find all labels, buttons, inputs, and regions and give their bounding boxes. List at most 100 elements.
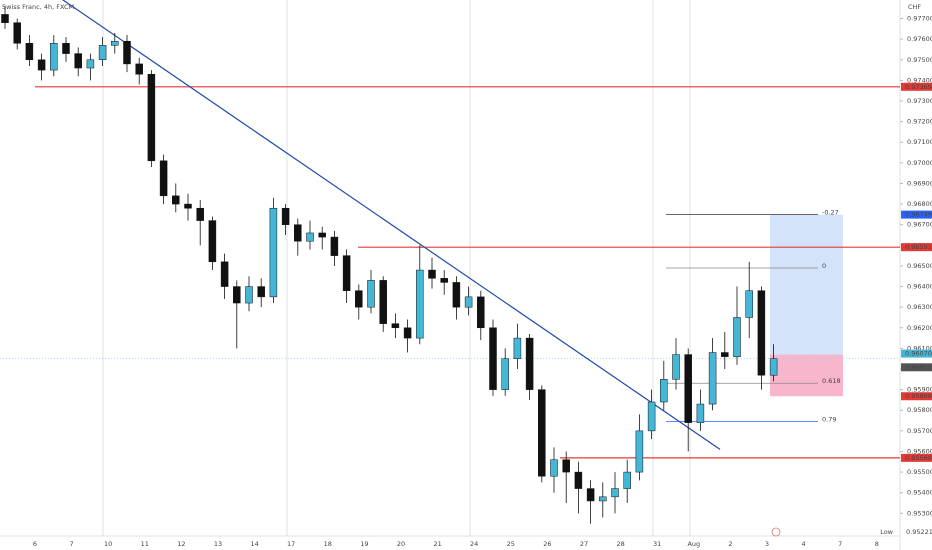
candle-body [245, 286, 253, 304]
candle-body [330, 236, 339, 256]
price-badge [901, 82, 932, 91]
candle-body [733, 317, 741, 357]
candle-body [428, 269, 436, 279]
candle-body [220, 261, 229, 287]
candle-body [208, 220, 217, 263]
x-tick-label: 24 [470, 540, 478, 548]
x-tick-label: 7 [70, 540, 74, 548]
candle-body [501, 358, 509, 390]
x-tick-label: 11 [141, 540, 149, 548]
y-tick-label: 0.97600 [907, 35, 932, 43]
price-badge [901, 363, 932, 372]
trendline [61, 0, 721, 450]
candle-body [111, 40, 119, 46]
x-tick-label: 19 [360, 540, 368, 548]
y-tick-label: 0.95300 [907, 509, 932, 517]
candle-body [611, 488, 619, 498]
price-badge-label: 0.96052 [905, 363, 932, 371]
price-badge [901, 453, 932, 462]
candle-body [74, 53, 82, 69]
candle-body [513, 337, 522, 359]
candle-body [416, 269, 424, 339]
y-tick-label: 0.95400 [907, 489, 932, 497]
x-tick-label: 17 [287, 540, 295, 548]
candle-body [294, 224, 302, 242]
event-icon[interactable] [771, 527, 781, 537]
y-tick-label: 0.96800 [907, 200, 932, 208]
x-tick-label: 10 [104, 540, 112, 548]
candle-body [477, 296, 485, 329]
candle-body [623, 471, 631, 489]
candle-body [281, 207, 290, 225]
y-tick-label: 0.96100 [907, 344, 932, 352]
candle-body [306, 232, 314, 242]
x-tick-label: 14 [250, 540, 258, 548]
y-tick-label: 0.95500 [907, 468, 932, 476]
x-tick-label: 3 [765, 540, 769, 548]
y-tick-label: 0.96200 [907, 324, 932, 332]
candle-body [403, 327, 412, 339]
candle-body [525, 337, 534, 390]
x-tick-label: 8 [875, 540, 879, 548]
candle-body [62, 43, 70, 54]
y-tick-label: 0.95700 [907, 427, 932, 435]
candle-body [184, 203, 192, 209]
price-badge [901, 392, 932, 401]
candle-body [147, 73, 156, 162]
x-tick-label: 4 [802, 540, 806, 548]
candle-body [696, 403, 705, 423]
low-label: Low [880, 528, 893, 536]
candle-body [684, 354, 692, 423]
candle-body [1, 14, 9, 23]
x-tick-label: 20 [397, 540, 405, 548]
candle-body [452, 282, 461, 308]
target-zone [770, 214, 843, 355]
y-tick-label: 0.96300 [907, 303, 932, 311]
x-tick-label: Aug [687, 540, 700, 548]
y-tick-label: 0.96700 [907, 221, 932, 229]
y-tick-label: 0.96500 [907, 262, 932, 270]
fib-label: -0.27 [822, 209, 839, 217]
price-badge [901, 210, 932, 219]
price-badge-label: 0.96070 [905, 350, 932, 358]
x-tick-label: 7 [838, 540, 842, 548]
x-tick-label: 21 [433, 540, 441, 548]
price-badge [901, 243, 932, 252]
stop-zone [770, 354, 843, 397]
candle-body [464, 296, 473, 308]
y-tick-label: 0.97200 [907, 118, 932, 126]
candle-body [86, 59, 95, 69]
candle-body [25, 43, 34, 61]
x-tick-label: 28 [616, 540, 624, 548]
y-tick-label: 0.96400 [907, 283, 932, 291]
candle-body [721, 352, 729, 357]
candle-body [635, 430, 644, 473]
candle-body [233, 286, 241, 304]
x-tick-label: 6 [33, 540, 37, 548]
price-badge-label: 0.95569 [905, 454, 932, 462]
candle-body [489, 327, 497, 390]
candle-body [391, 323, 400, 329]
fib-label: 0 [822, 262, 826, 270]
candle-body [672, 354, 680, 380]
candle-body [50, 43, 58, 71]
fib-label: 0.618 [822, 377, 841, 385]
candle-body [660, 379, 668, 403]
candle-body [257, 286, 265, 298]
y-tick-label: 0.95600 [907, 447, 932, 455]
candle-body [562, 459, 570, 473]
candle-body [769, 358, 778, 376]
y-tick-label: 0.97100 [907, 138, 932, 146]
candle-body [172, 195, 180, 205]
y-tick-label: 0.95800 [907, 406, 932, 414]
y-tick-label: 0.96900 [907, 179, 932, 187]
y-tick-label: 0.95900 [907, 386, 932, 394]
x-tick-label: 31 [653, 540, 661, 548]
y-tick-label: 0.97400 [907, 76, 932, 84]
candle-body [196, 207, 204, 221]
price-badge-label: 0.97369 [905, 83, 932, 91]
y-tick-label: 0.97000 [907, 159, 932, 167]
currency: CHF [908, 3, 921, 11]
candle-body [98, 45, 107, 61]
price-badge-label: 0.96591 [905, 243, 932, 251]
